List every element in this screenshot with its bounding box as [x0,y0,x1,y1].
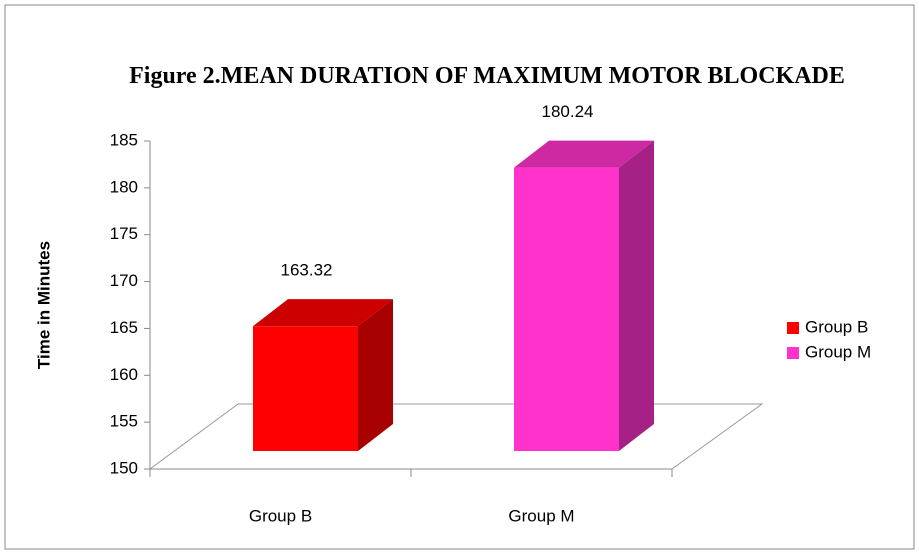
chart-border [4,4,915,550]
bar-top [514,140,654,168]
y-tick-label: 175 [110,224,138,243]
y-tick-label: 185 [110,130,138,149]
data-label: 180.24 [542,102,594,121]
data-label: 163.32 [281,261,333,280]
y-tick-label: 150 [110,458,138,477]
y-tick-label: 160 [110,365,138,384]
x-tick-label: Group M [508,506,574,525]
y-tick-label: 165 [110,318,138,337]
y-tick-label: 155 [110,412,138,431]
bar-side [619,140,654,451]
chart-title: Figure 2.MEAN DURATION OF MAXIMUM MOTOR … [129,63,845,89]
legend-label: Group M [805,342,871,361]
legend-swatch [787,347,799,359]
legend-label: Group B [805,317,868,336]
bar [253,326,358,451]
bar-side [358,299,393,451]
bar-top [253,299,393,327]
x-tick-label: Group B [249,506,312,525]
legend-swatch [787,322,799,334]
y-axis-label: Time in Minutes [34,241,53,369]
y-tick-label: 170 [110,271,138,290]
bar [514,167,619,451]
y-tick-label: 180 [110,177,138,196]
